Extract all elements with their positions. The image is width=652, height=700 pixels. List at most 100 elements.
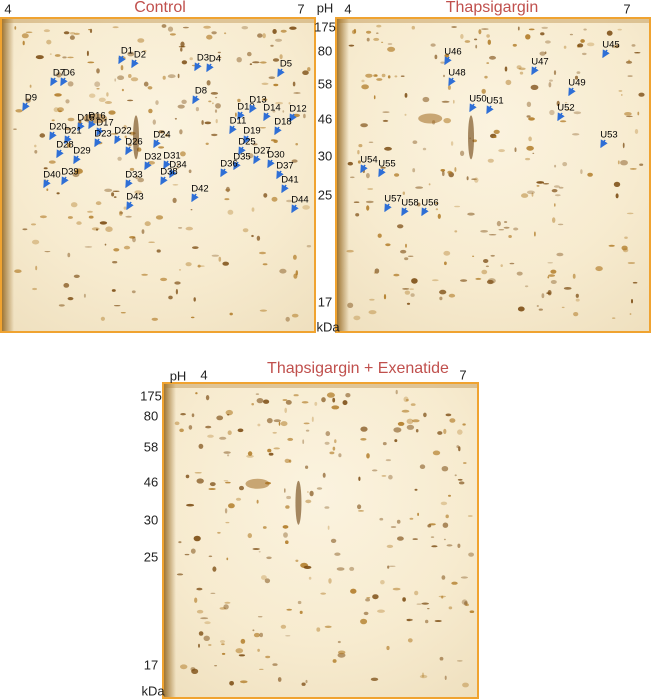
gel-spot [223,451,231,454]
gel-spot [474,38,478,41]
gel-spot [13,128,17,130]
gel-spot [439,656,444,661]
gel-spot [402,191,405,195]
gel-spot [387,75,391,79]
gel-spot [332,397,336,403]
gel-spot [137,38,145,43]
gel-spot [461,599,468,605]
gel-spot [518,67,526,71]
gel-spot [262,33,266,39]
gel-spot [287,437,294,441]
gel-spot [394,173,400,177]
gel-spot [46,39,52,45]
gel-spot [211,254,219,257]
gel-spot [465,603,469,607]
gel-spot [350,176,355,179]
gel-spot [387,565,390,569]
gel-spot [127,99,134,102]
mw-unit: kDa [316,319,340,334]
gel-spot [466,176,469,181]
gel-spot [95,201,102,206]
gel-spot [365,598,370,602]
gel-spot [67,297,74,301]
gel-spot [205,142,209,145]
gel-spot [190,667,196,672]
spot-label: D5 [280,59,292,70]
gel-spot [67,81,74,87]
gel-spot [98,97,106,103]
gel-spot [226,557,229,561]
gel-spot [442,522,449,528]
gel-spot [532,152,535,154]
gel-spot [303,422,310,425]
gel-spot [314,401,318,406]
gel-spot [349,566,355,571]
gel-spot [208,555,213,558]
gel-spot [237,98,241,103]
gel-spot [460,34,464,39]
gel-spot [89,28,93,33]
gel-spot [86,50,89,57]
gel-spot [14,26,17,30]
spot-label: D28 [56,140,73,151]
gel-spot [25,98,31,103]
gel-spot [190,548,196,554]
gel-spot [415,186,423,189]
gel-spot [513,227,519,231]
gel-spot [285,635,291,637]
gel-spot [463,462,467,464]
gel-spot [431,279,439,282]
gel-streak [133,115,140,160]
gel-spot [382,442,387,446]
spot-label: U58 [401,198,418,209]
gel-spot [272,431,277,434]
gel-spot [451,26,457,28]
gel-spot [376,24,382,28]
gel-spot [252,629,255,632]
gel-spot [227,414,230,416]
gel-spot [105,226,113,232]
gel-spot [173,167,179,170]
gel-spot [509,262,515,265]
gel-spot [22,40,25,46]
spot-label: U55 [378,159,395,170]
spot-arrow [191,193,199,203]
gel-spot [305,429,310,432]
gel-spot [88,215,94,219]
gel-spot [492,136,497,138]
gel-spot [299,610,303,615]
gel-spot [70,202,78,208]
gel-spot [113,248,120,252]
gel-spot [292,81,296,87]
gel-spot [295,270,298,276]
gel-spot [629,313,632,315]
gel-spot [172,184,179,186]
gel-spot [562,162,568,167]
gel-spot [181,99,187,105]
gel-spot [316,627,321,632]
gel-spot [219,640,226,643]
spot-label: U50 [469,94,486,105]
spot-label: D41 [281,175,298,186]
spot-label: U47 [531,57,548,68]
gel-spot [445,413,452,417]
spot-label: U54 [360,155,377,166]
gel-spot [387,43,393,45]
gel-spot [419,464,426,470]
gel-spot [120,65,124,71]
gel-spot [246,454,254,458]
gel-spot [443,74,445,78]
gel-spot [347,302,354,308]
gel-spot [212,102,214,105]
gel-spot [327,525,330,530]
gel-spot [402,288,410,290]
gel-spot [151,317,158,321]
gel-spot [167,26,174,32]
gel-spot [215,96,218,99]
gel-spot [247,51,252,57]
gel-spot [439,289,447,295]
spot-arrow [281,184,289,194]
gel-spot [289,26,297,30]
gel-spot [388,565,396,567]
gel-spot [456,445,460,449]
